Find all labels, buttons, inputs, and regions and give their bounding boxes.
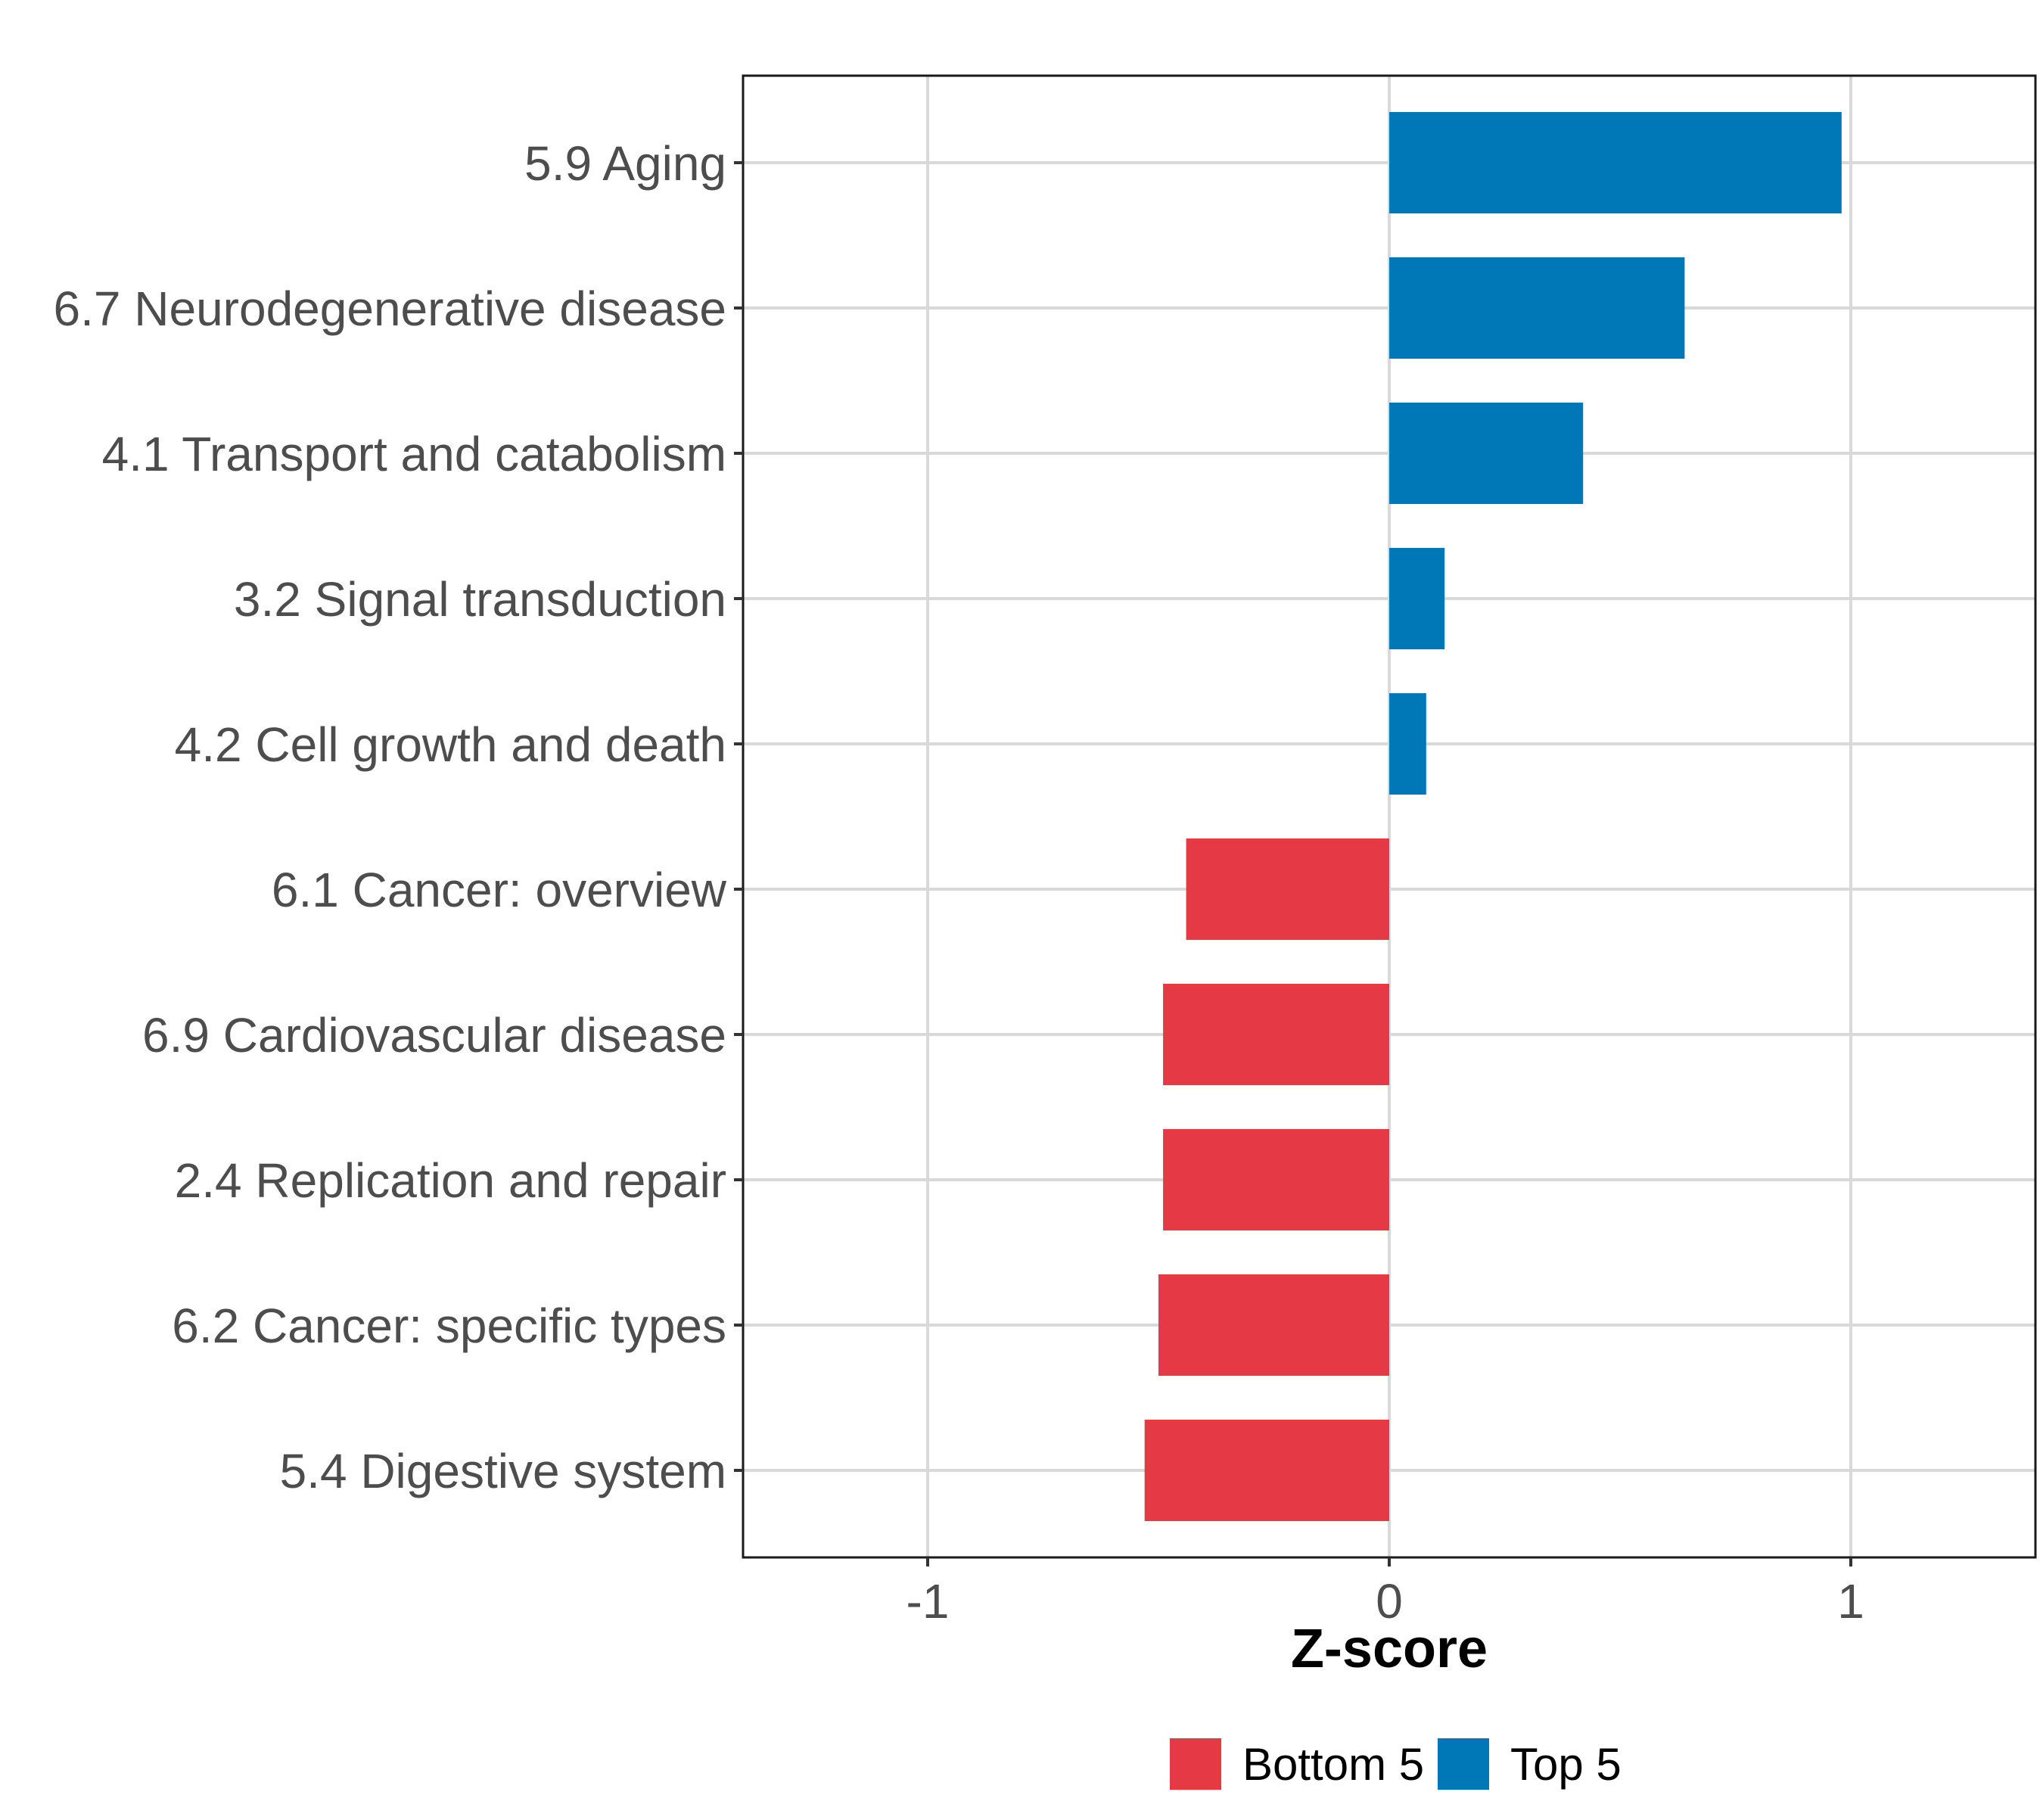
bar <box>1389 693 1426 795</box>
legend-swatch <box>1438 1738 1489 1790</box>
y-tick-label: 4.1 Transport and catabolism <box>102 427 726 481</box>
x-tick-label: 0 <box>1376 1574 1403 1629</box>
bar <box>1389 112 1842 213</box>
legend-label: Bottom 5 <box>1242 1739 1424 1790</box>
bar <box>1163 984 1389 1085</box>
legend-swatch <box>1170 1738 1221 1790</box>
bar <box>1144 1420 1389 1521</box>
bar <box>1389 403 1584 504</box>
y-tick-label: 6.1 Cancer: overview <box>272 863 727 917</box>
bar <box>1389 257 1685 359</box>
x-tick-label: 1 <box>1837 1574 1864 1629</box>
y-tick-label: 6.7 Neurodegenerative disease <box>54 282 727 336</box>
bar <box>1389 548 1445 649</box>
bar <box>1186 838 1389 940</box>
y-tick-label: 6.2 Cancer: specific types <box>172 1299 726 1353</box>
y-tick-label: 5.9 Aging <box>524 136 726 191</box>
bar <box>1163 1129 1389 1230</box>
y-tick-label: 2.4 Replication and repair <box>175 1153 726 1208</box>
y-tick-label: 4.2 Cell growth and death <box>175 717 726 772</box>
y-tick-label: 6.9 Cardiovascular disease <box>142 1008 726 1062</box>
axis-layer: 5.9 Aging 6.7 Neurodegenerative disease 4.… <box>54 136 1864 1629</box>
legend: Bottom 5 Top 5 <box>1170 1738 1622 1790</box>
bar <box>1158 1274 1389 1376</box>
bar-layer <box>1144 112 1842 1521</box>
x-axis-title: Z-score <box>1291 1619 1488 1679</box>
x-tick-label: -1 <box>906 1574 950 1629</box>
y-tick-label: 3.2 Signal transduction <box>234 572 726 627</box>
y-tick-label: 5.4 Digestive system <box>280 1444 726 1498</box>
legend-label: Top 5 <box>1510 1739 1622 1790</box>
